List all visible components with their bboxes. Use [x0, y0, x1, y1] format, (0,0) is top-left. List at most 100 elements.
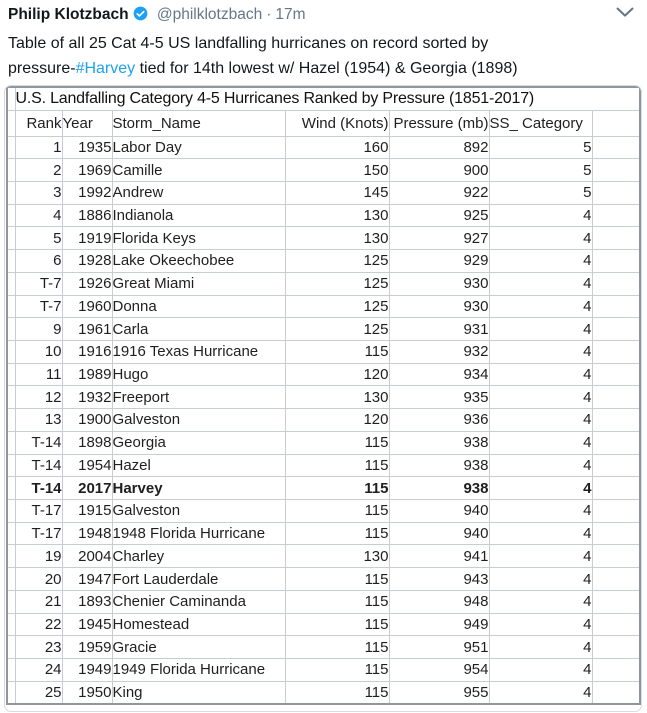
author-handle[interactable]: @philklotzbach [156, 6, 263, 23]
cell-pressure: 929 [388, 249, 490, 273]
cell-category: 4 [488, 635, 593, 660]
hashtag-harvey-link[interactable]: #Harvey [75, 60, 136, 77]
right-spacer-cell [591, 408, 641, 432]
cell-wind: 130 [284, 203, 390, 228]
cell-year: 1893 [61, 589, 113, 614]
cell-category: 4 [488, 453, 593, 478]
cell-wind: 120 [284, 362, 390, 387]
cell-wind: 115 [284, 430, 390, 455]
cell-pressure: 932 [388, 339, 490, 364]
cell-wind: 125 [284, 317, 390, 341]
cell-rank: 11 [14, 362, 63, 387]
cell-pressure: 892 [388, 135, 490, 160]
cell-wind: 160 [284, 135, 390, 160]
author-name[interactable]: Philip Klotzbach [8, 6, 129, 23]
right-spacer-cell [591, 680, 641, 705]
table-row: 25 1950 King 115 955 4 [6, 680, 641, 705]
cell-wind: 125 [284, 249, 390, 273]
left-spacer-cell [6, 385, 16, 410]
cell-name: Labor Day [111, 135, 286, 160]
cell-category: 4 [488, 226, 593, 251]
cell-year: 1954 [61, 453, 113, 478]
column-header-year: Year [61, 109, 113, 137]
right-spacer-cell [591, 476, 641, 500]
cell-category: 4 [488, 385, 593, 410]
cell-year: 1969 [61, 158, 113, 182]
cell-rank: 25 [14, 680, 63, 705]
right-spacer-cell [591, 339, 641, 364]
cell-category: 4 [488, 339, 593, 364]
table-row: 10 1916 1916 Texas Hurricane 115 932 4 [6, 339, 641, 364]
cell-rank: 24 [14, 658, 63, 682]
cell-rank: 1 [14, 135, 63, 160]
column-header-storm-name: Storm_Name [111, 109, 286, 137]
cell-rank: 19 [14, 544, 63, 569]
cell-name: Fort Lauderdale [111, 567, 286, 591]
cell-year: 1900 [61, 408, 113, 432]
right-spacer-cell [591, 567, 641, 591]
left-spacer-cell [6, 339, 16, 364]
cell-year: 1932 [61, 385, 113, 410]
cell-wind: 115 [284, 453, 390, 478]
cell-pressure: 954 [388, 658, 490, 682]
left-spacer-cell [6, 499, 16, 523]
cell-name: Hazel [111, 453, 286, 478]
cell-wind: 125 [284, 294, 390, 319]
cell-name: Hugo [111, 362, 286, 387]
table-row: 2 1969 Camille 150 900 5 [6, 158, 641, 182]
right-spacer-cell [591, 612, 641, 637]
column-header-ss-category: SS_ Category [488, 109, 593, 137]
tweet-image-attachment[interactable]: U.S. Landfalling Category 4-5 Hurricanes… [4, 85, 642, 712]
table-row: T-14 1954 Hazel 115 938 4 [6, 453, 641, 478]
cell-name: 1916 Texas Hurricane [111, 339, 286, 364]
hurricane-table: U.S. Landfalling Category 4-5 Hurricanes… [6, 86, 641, 705]
cell-wind: 150 [284, 158, 390, 182]
cell-wind: 115 [284, 476, 390, 500]
cell-pressure: 949 [388, 612, 490, 637]
cell-year: 1916 [61, 339, 113, 364]
cell-year: 1947 [61, 567, 113, 591]
cell-year: 1898 [61, 430, 113, 455]
right-spacer-cell [591, 430, 641, 455]
cell-rank: 6 [14, 249, 63, 273]
table-row: 13 1900 Galveston 120 936 4 [6, 408, 641, 432]
cell-pressure: 938 [388, 476, 490, 500]
cell-name: 1948 Florida Hurricane [111, 521, 286, 546]
cell-rank: 20 [14, 567, 63, 591]
cell-name: Lake Okeechobee [111, 249, 286, 273]
cell-category: 5 [488, 135, 593, 160]
left-spacer-cell [6, 521, 16, 546]
cell-rank: 4 [14, 203, 63, 228]
left-spacer-cell [6, 567, 16, 591]
cell-category: 4 [488, 589, 593, 614]
tweet-menu-button[interactable] [615, 6, 635, 20]
cell-wind: 115 [284, 567, 390, 591]
column-header-pressure: Pressure (mb) [388, 109, 490, 137]
cell-year: 1989 [61, 362, 113, 387]
cell-name: Georgia [111, 430, 286, 455]
cell-wind: 115 [284, 339, 390, 364]
table-row: T-17 1915 Galveston 115 940 4 [6, 499, 641, 523]
cell-year: 1926 [61, 271, 113, 296]
cell-category: 4 [488, 567, 593, 591]
cell-name: Homestead [111, 612, 286, 637]
right-spacer-cell [591, 226, 641, 251]
timestamp[interactable]: 17m [275, 6, 306, 23]
cell-wind: 130 [284, 385, 390, 410]
tweet-text: Table of all 25 Cat 4-5 US landfalling h… [8, 31, 608, 81]
tweet-text-line2: pressure-#Harvey tied for 14th lowest w/… [8, 56, 608, 81]
cell-category: 4 [488, 203, 593, 228]
left-spacer-cell [6, 249, 16, 273]
left-spacer-cell [6, 362, 16, 387]
cell-pressure: 927 [388, 226, 490, 251]
cell-year: 1950 [61, 680, 113, 705]
table-row: 4 1886 Indianola 130 925 4 [6, 203, 641, 228]
cell-category: 4 [488, 317, 593, 341]
table-row: 20 1947 Fort Lauderdale 115 943 4 [6, 567, 641, 591]
cell-rank: T-7 [14, 294, 63, 319]
cell-pressure: 955 [388, 680, 490, 705]
cell-year: 1949 [61, 658, 113, 682]
cell-rank: T-17 [14, 499, 63, 523]
left-spacer-cell [6, 453, 16, 478]
tweet-text-line1: Table of all 25 Cat 4-5 US landfalling h… [8, 35, 489, 52]
